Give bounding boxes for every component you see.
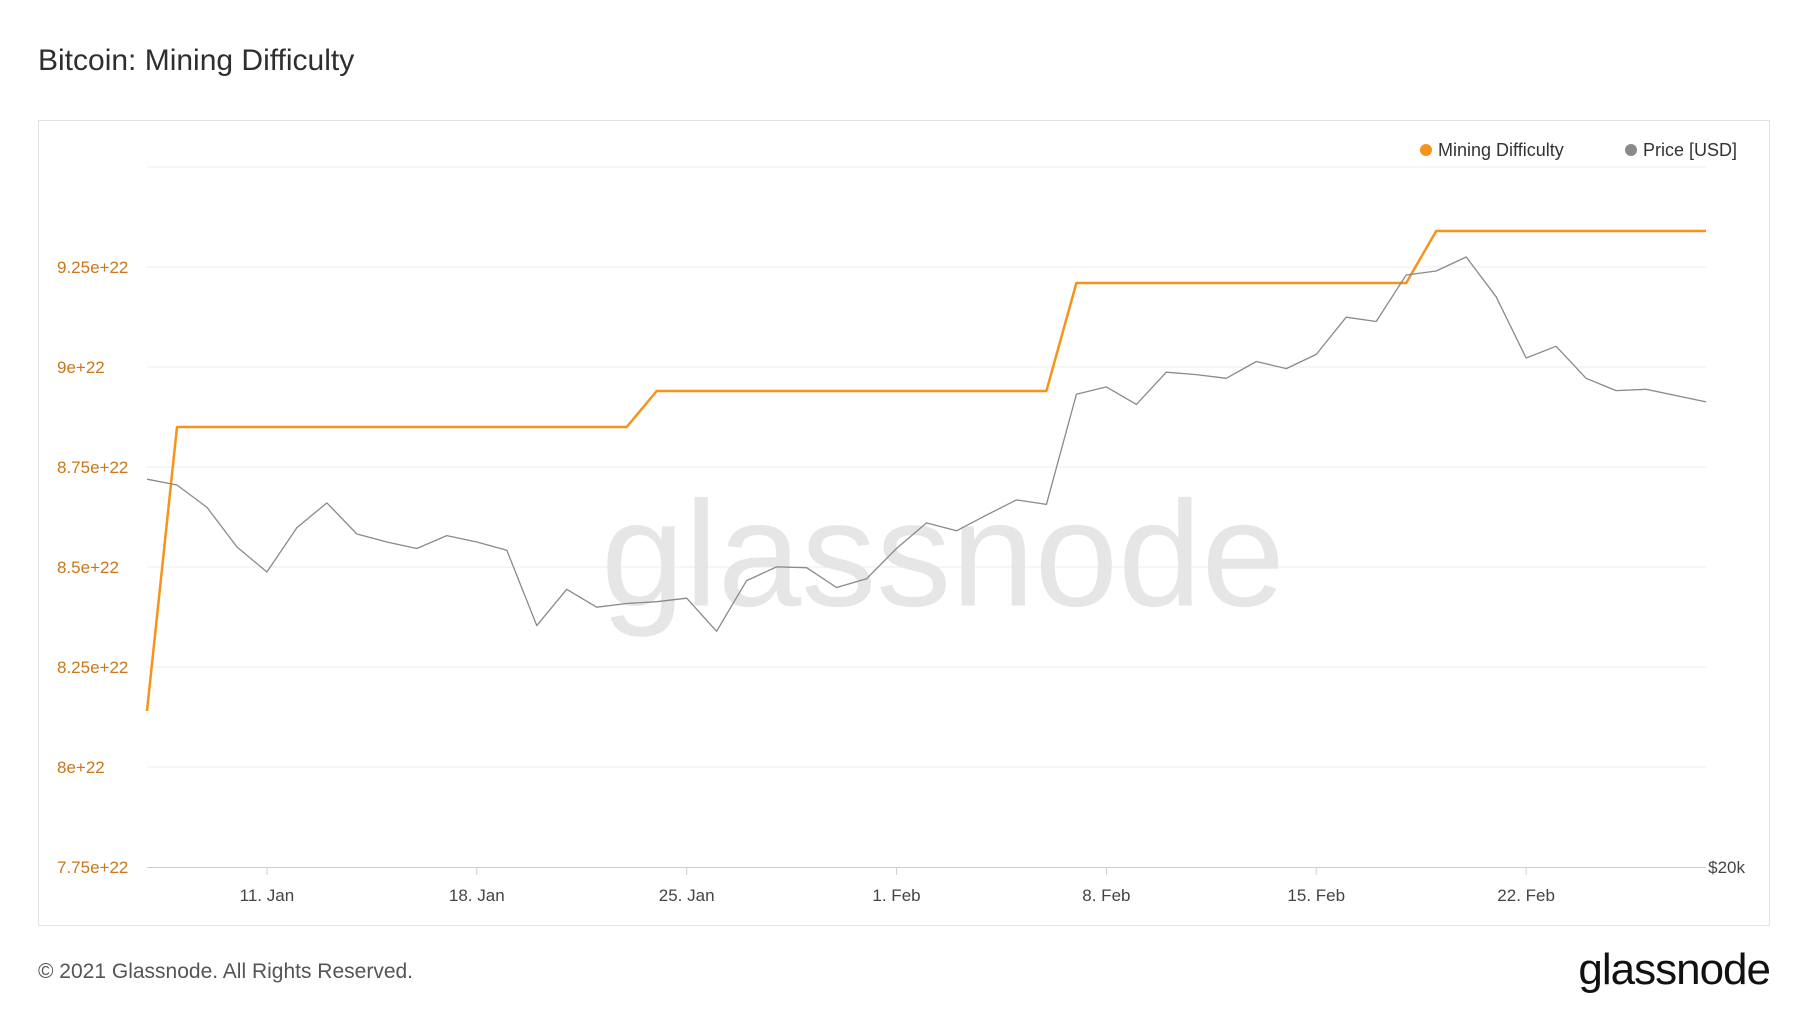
chart-title: Bitcoin: Mining Difficulty — [38, 44, 354, 78]
y-tick-label: 7.75e+22 — [57, 858, 128, 877]
x-tick-label: 25. Jan — [659, 886, 715, 905]
x-tick-label: 22. Feb — [1497, 886, 1555, 905]
x-tick-label: 18. Jan — [449, 886, 505, 905]
chart-panel: glassnode 7.75e+22 8e+22 8.25e+22 8.5e+22 8.… — [38, 120, 1770, 926]
y-tick-label: 8e+22 — [57, 758, 105, 777]
x-tick-label: 15. Feb — [1287, 886, 1345, 905]
legend[interactable]: Mining Difficulty Price [USD] — [1420, 140, 1737, 160]
y-right-tick-label: $20k — [1708, 858, 1745, 877]
legend-marker — [1420, 144, 1432, 156]
y-tick-label: 8.5e+22 — [57, 558, 119, 577]
x-tick-label: 11. Jan — [240, 886, 295, 905]
legend-label: Price [USD] — [1643, 140, 1737, 160]
chart-area[interactable]: glassnode 7.75e+22 8e+22 8.25e+22 8.5e+22 8.… — [39, 121, 1771, 927]
x-axis: 11. Jan 18. Jan 25. Jan 1. Feb 8. Feb 15. Feb… — [147, 867, 1706, 905]
legend-item-price[interactable]: Price [USD] — [1625, 140, 1737, 160]
x-tick-label: 1. Feb — [872, 886, 920, 905]
brand-logo[interactable]: glassnode — [1578, 945, 1770, 995]
copyright-footer: © 2021 Glassnode. All Rights Reserved. — [38, 960, 413, 984]
gridlines — [147, 167, 1706, 767]
y-tick-label: 9.25e+22 — [57, 258, 128, 277]
y-axis-left: 7.75e+22 8e+22 8.25e+22 8.5e+22 8.75e+22 9e+2… — [57, 258, 128, 877]
legend-label: Mining Difficulty — [1438, 140, 1564, 160]
watermark: glassnode — [601, 470, 1285, 638]
y-tick-label: 8.25e+22 — [57, 658, 128, 677]
y-tick-label: 9e+22 — [57, 358, 105, 377]
y-tick-label: 8.75e+22 — [57, 458, 128, 477]
legend-marker — [1625, 144, 1637, 156]
y-axis-right: $20k — [1708, 858, 1745, 877]
legend-item-mining-difficulty[interactable]: Mining Difficulty — [1420, 140, 1564, 160]
x-tick-label: 8. Feb — [1082, 886, 1130, 905]
